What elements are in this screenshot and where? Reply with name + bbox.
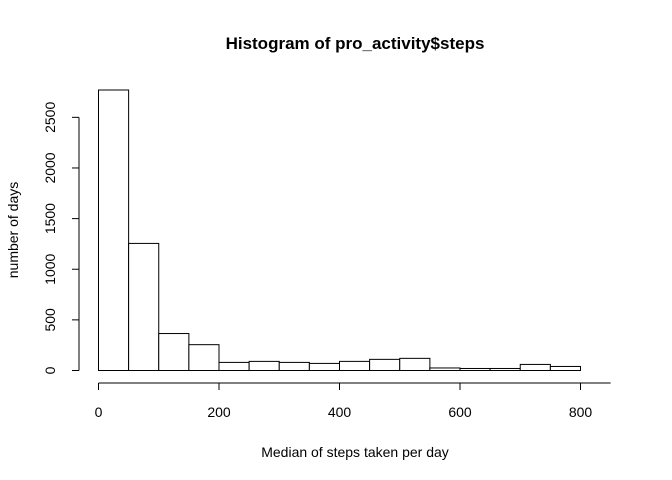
histogram-bar — [429, 367, 461, 372]
y-tick-label: 0 — [42, 366, 58, 374]
histogram-bar — [489, 367, 521, 372]
histogram-bar — [339, 360, 371, 372]
chart-title: Histogram of pro_activity$steps — [226, 34, 485, 53]
histogram-bar — [218, 361, 250, 372]
y-tick-label: 1000 — [42, 253, 58, 284]
x-tick-label: 400 — [328, 404, 352, 420]
histogram-bar — [399, 357, 431, 372]
x-axis: 0 200 400 600 800 — [95, 382, 611, 420]
histogram-bar — [369, 358, 401, 372]
y-axis: 0 500 1000 1500 2000 2500 — [42, 102, 80, 374]
y-tick-label: 2000 — [42, 152, 58, 183]
histogram-bar — [188, 344, 220, 371]
histogram-bar — [128, 242, 160, 371]
x-tick-label: 800 — [569, 404, 593, 420]
histogram-bar — [248, 360, 280, 372]
x-axis-label: Median of steps taken per day — [261, 444, 449, 460]
histogram-bar — [278, 361, 310, 372]
histogram-bars — [98, 89, 581, 372]
histogram-bar — [308, 362, 340, 372]
y-tick-label: 1500 — [42, 203, 58, 234]
y-tick-label: 500 — [42, 308, 58, 332]
histogram-bar — [98, 89, 130, 371]
x-tick-label: 200 — [207, 404, 231, 420]
y-tick-label: 2500 — [42, 102, 58, 133]
x-tick-label: 0 — [95, 404, 103, 420]
histogram-bar — [459, 367, 491, 372]
histogram-bar — [519, 363, 551, 372]
x-tick-label: 600 — [448, 404, 472, 420]
y-axis-label: number of days — [5, 182, 21, 279]
histogram-bar — [158, 333, 190, 372]
histogram-bar — [549, 365, 581, 372]
